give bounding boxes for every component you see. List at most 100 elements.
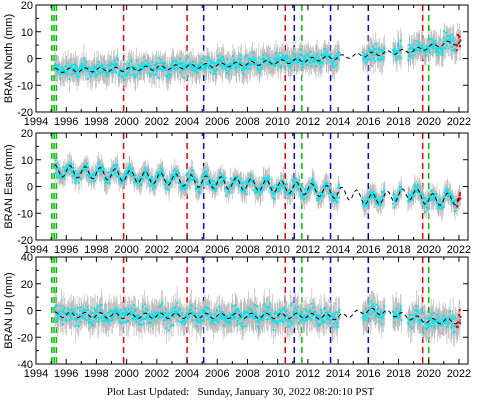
- data-point: [235, 312, 238, 315]
- data-point: [193, 312, 196, 315]
- data-point: [289, 193, 292, 196]
- data-point: [184, 67, 187, 70]
- data-point: [399, 51, 402, 54]
- data-point: [315, 56, 318, 59]
- data-point: [325, 318, 328, 321]
- data-point: [252, 56, 255, 59]
- data-point: [71, 308, 74, 311]
- model-curve: [54, 40, 461, 74]
- data-point: [212, 323, 215, 326]
- data-point: [268, 56, 271, 59]
- data-point: [77, 172, 80, 175]
- data-point: [124, 73, 127, 76]
- data-point: [60, 305, 63, 308]
- data-point: [195, 178, 198, 181]
- data-point: [57, 311, 60, 314]
- data-point: [165, 327, 168, 330]
- y-tick-label: 10: [21, 155, 33, 167]
- data-point: [161, 169, 164, 172]
- data-point: [383, 51, 386, 54]
- data-point: [219, 312, 222, 315]
- data-point: [454, 43, 457, 46]
- data-point: [289, 60, 292, 63]
- data-point: [213, 64, 216, 67]
- data-point: [183, 318, 186, 321]
- data-point: [62, 68, 65, 71]
- data-point: [196, 66, 199, 69]
- data-point: [91, 67, 94, 70]
- data-point: [233, 182, 236, 185]
- data-point: [187, 178, 190, 181]
- x-tick-label: 1994: [24, 116, 48, 128]
- data-point: [100, 316, 103, 319]
- data-point: [299, 312, 302, 315]
- data-point: [311, 313, 314, 316]
- y-tick-label: -20: [17, 107, 33, 119]
- data-point: [62, 307, 65, 310]
- data-point: [125, 320, 128, 323]
- data-point: [195, 68, 198, 71]
- data-point: [362, 59, 365, 62]
- data-point: [79, 321, 82, 324]
- data-point: [267, 58, 270, 61]
- data-point: [284, 57, 287, 60]
- data-point: [261, 189, 264, 192]
- data-point: [144, 64, 147, 67]
- data-point: [171, 63, 174, 66]
- data-point: [258, 318, 261, 321]
- data-point: [266, 177, 269, 180]
- data-point: [112, 165, 115, 168]
- data-point: [425, 50, 428, 53]
- data-point: [406, 200, 409, 203]
- data-point: [167, 312, 170, 315]
- data-point: [203, 66, 206, 69]
- data-point: [236, 323, 239, 326]
- data-point: [337, 54, 340, 57]
- data-point: [414, 190, 417, 193]
- data-point: [444, 37, 447, 40]
- data-point: [137, 69, 140, 72]
- data-point: [78, 314, 81, 317]
- data-point: [189, 177, 192, 180]
- data-point: [75, 72, 78, 75]
- data-point: [285, 183, 288, 186]
- data-point: [372, 305, 375, 308]
- data-point: [81, 315, 84, 318]
- data-point: [327, 58, 330, 61]
- data-point: [248, 67, 251, 70]
- data-point: [371, 192, 374, 195]
- data-point: [231, 55, 234, 58]
- data-point: [266, 179, 269, 182]
- data-point: [290, 179, 293, 182]
- data-point: [91, 311, 94, 314]
- data-point: [263, 59, 266, 62]
- data-point: [73, 317, 76, 320]
- data-point: [211, 185, 214, 188]
- data-point: [221, 67, 224, 70]
- data-point: [135, 321, 138, 324]
- data-point: [203, 309, 206, 312]
- data-point: [181, 69, 184, 72]
- data-point: [219, 63, 222, 66]
- data-point: [459, 39, 462, 42]
- data-point: [202, 64, 205, 67]
- data-point: [132, 64, 135, 67]
- data-point: [230, 317, 233, 320]
- data-point: [367, 312, 370, 315]
- data-point: [222, 58, 225, 61]
- data-point: [333, 322, 336, 325]
- data-point: [67, 309, 70, 312]
- data-point: [206, 314, 209, 317]
- data-point: [457, 42, 460, 45]
- data-point: [262, 53, 265, 56]
- data-point: [144, 167, 147, 170]
- x-tick-label: 2010: [265, 116, 289, 128]
- data-point: [229, 321, 232, 324]
- data-point: [423, 204, 426, 207]
- data-point: [252, 178, 255, 181]
- data-point: [330, 194, 333, 197]
- data-point: [252, 179, 255, 182]
- data-point: [146, 313, 149, 316]
- data-point: [180, 321, 183, 324]
- x-tick-label: 2008: [235, 116, 259, 128]
